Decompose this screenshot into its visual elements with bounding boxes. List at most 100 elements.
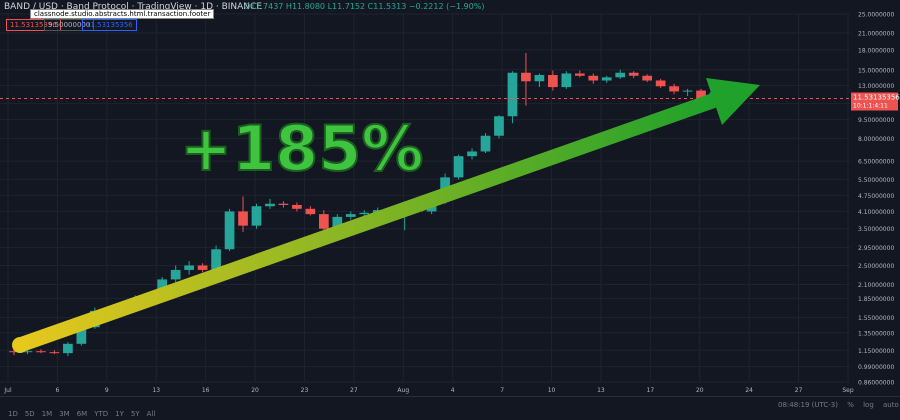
candle [548, 70, 558, 91]
y-tick-label: 2.95000000 [858, 245, 894, 252]
x-tick-label: Aug [397, 387, 409, 394]
range-button-1y[interactable]: 1Y [115, 410, 124, 418]
x-tick-label: 7 [500, 387, 504, 394]
candle-body [655, 80, 666, 87]
candle [615, 69, 626, 79]
candle [197, 263, 208, 273]
candle [224, 208, 235, 252]
grid-lines [0, 13, 850, 383]
time-axis[interactable]: Jul 6 9 13 16 20 23 27 Aug 4 7 10 13 17 20 24 27 Sep [3, 387, 853, 394]
x-tick-label: 20 [251, 387, 259, 394]
y-tick-label: 2.10000000 [858, 282, 894, 289]
candle [170, 265, 181, 285]
y-tick-label: 3.50000000 [858, 226, 894, 233]
candle [588, 73, 599, 84]
percent-toggle[interactable]: % [847, 401, 854, 409]
candle [669, 83, 679, 95]
y-tick-label: 0.86000000 [858, 380, 894, 387]
candle [642, 74, 653, 83]
bid-price-box[interactable]: 11.53135356 [6, 19, 61, 31]
candle-body [548, 75, 558, 88]
candle [345, 211, 356, 220]
candle [521, 52, 531, 106]
candle-body [494, 116, 504, 136]
candle [63, 342, 73, 357]
candle-body [332, 216, 343, 229]
x-tick-label: 13 [152, 387, 160, 394]
range-button-all[interactable]: All [146, 410, 156, 418]
clock[interactable]: 08:48:19 (UTC-3) [778, 401, 838, 409]
bottom-toolbar: 1D 5D 1M 3M 6M YTD 1Y 5Y All 08:48:19 (UTC-3) % … [0, 396, 900, 418]
candle [574, 70, 585, 78]
candle-body [238, 211, 248, 226]
chart-header: BAND / USD · Band Protocol · TradingView… [0, 0, 850, 31]
candle [305, 206, 316, 216]
y-tick-label: 1.55000000 [858, 315, 894, 322]
candle [211, 245, 221, 273]
candle [480, 133, 491, 154]
y-tick-label: 8.00000000 [858, 136, 894, 143]
candle-body [359, 212, 370, 215]
x-tick-label: 24 [745, 387, 753, 394]
x-tick-label: 16 [202, 387, 210, 394]
candle-body [682, 90, 693, 92]
x-tick-label: 10 [548, 387, 556, 394]
ask-price-box[interactable]: 11.53135356 [82, 19, 137, 31]
y-tick-label: 1.15000000 [858, 348, 894, 355]
candle-body [170, 269, 181, 280]
range-button-1m[interactable]: 1M [41, 410, 53, 418]
y-tick-label: 2.50000000 [858, 263, 894, 270]
candle-body [345, 214, 356, 217]
candle [292, 202, 302, 212]
x-tick-label: 13 [597, 387, 605, 394]
candle-body [480, 135, 491, 152]
candle-body [224, 211, 235, 250]
y-tick-label: 4.10000000 [858, 209, 894, 216]
bottom-right-controls: 08:48:19 (UTC-3) % log auto [778, 401, 900, 409]
candle-body [211, 249, 221, 270]
candle [507, 71, 518, 124]
candle [534, 73, 545, 88]
candle-body [22, 351, 33, 353]
candle-body [197, 265, 208, 270]
candle [655, 78, 666, 88]
range-button-5y[interactable]: 5Y [130, 410, 140, 418]
x-tick-label: 27 [795, 387, 803, 394]
y-tick-label: 1.35000000 [858, 330, 894, 337]
price-axis[interactable]: 25.0000000 21.0000000 18.0000000 15.0000000… [858, 12, 894, 387]
candle-body [467, 151, 477, 157]
candle [265, 198, 275, 209]
y-tick-label: 6.50000000 [858, 159, 894, 166]
growth-label: +185% [180, 112, 424, 185]
spread-box: 9.50000000 [44, 19, 95, 31]
candle [682, 88, 693, 96]
range-button-3m[interactable]: 3M [59, 410, 70, 418]
log-toggle[interactable]: log [863, 401, 874, 409]
candle-body [305, 208, 316, 215]
candle-body [278, 203, 289, 205]
range-button-1d[interactable]: 1D [8, 410, 18, 418]
candle-body [9, 351, 19, 353]
x-tick-label: 6 [55, 387, 59, 394]
candle-body [642, 75, 653, 81]
range-button-5d[interactable]: 5D [24, 410, 35, 418]
x-tick-label: Sep [842, 387, 854, 394]
candle-body [318, 214, 329, 229]
last-price-label: 11.53135356 10:1:1:4:11 [851, 92, 900, 111]
auto-toggle[interactable]: auto [883, 401, 899, 409]
y-tick-label: 4.75000000 [858, 193, 894, 200]
candle-body [251, 206, 262, 226]
range-button-ytd[interactable]: YTD [94, 410, 109, 418]
range-button-6m[interactable]: 6M [76, 410, 88, 418]
last-price-value: 11.53135356 [853, 94, 900, 102]
y-tick-label: 0.99000000 [858, 364, 894, 371]
y-tick-label: 21.0000000 [858, 31, 894, 38]
candle [494, 115, 504, 139]
candle-body [534, 75, 545, 82]
candle [184, 261, 194, 275]
symbol-title[interactable]: BAND / USD · Band Protocol · TradingView… [4, 2, 262, 12]
y-tick-label: 1.85000000 [858, 296, 894, 303]
candle [453, 154, 464, 180]
